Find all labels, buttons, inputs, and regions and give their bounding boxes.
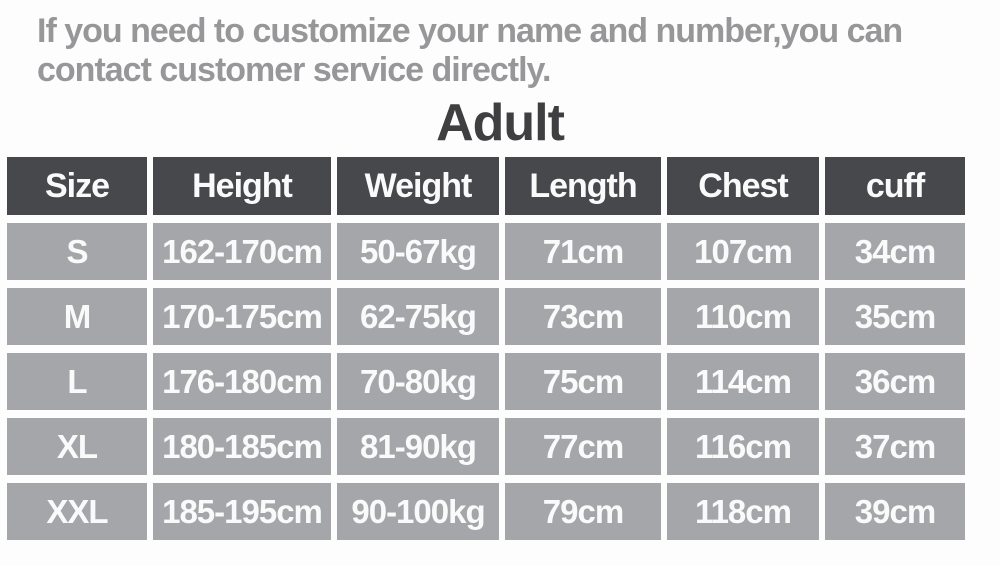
value-cell: 107cm <box>667 223 819 280</box>
value-cell: 73cm <box>505 288 661 345</box>
value-cell: 37cm <box>825 418 965 475</box>
value-cell: 71cm <box>505 223 661 280</box>
value-cell: 185-195cm <box>153 483 331 540</box>
table-row-xl: XL 180-185cm 81-90kg 77cm 116cm 37cm <box>7 418 965 475</box>
value-cell: 36cm <box>825 353 965 410</box>
value-cell: 170-175cm <box>153 288 331 345</box>
size-chart-body: S 162-170cm 50-67kg 71cm 107cm 34cm M 170-175cm… <box>7 223 965 540</box>
value-cell: 110cm <box>667 288 819 345</box>
value-cell: 34cm <box>825 223 965 280</box>
customize-note: If you need to customize your name and n… <box>37 12 903 90</box>
customize-note-line-1: If you need to customize your name and n… <box>37 12 903 50</box>
size-cell: L <box>7 353 147 410</box>
value-cell: 81-90kg <box>337 418 499 475</box>
value-cell: 50-67kg <box>337 223 499 280</box>
table-row-l: L 176-180cm 70-80kg 75cm 114cm 36cm <box>7 353 965 410</box>
adult-size-chart-table: Size Height Weight Length Chest cuff S 162-170… <box>1 149 971 548</box>
value-cell: 176-180cm <box>153 353 331 410</box>
customize-note-line-2: contact customer service directly. <box>37 51 551 89</box>
size-cell: S <box>7 223 147 280</box>
table-row-m: M 170-175cm 62-75kg 73cm 110cm 35cm <box>7 288 965 345</box>
size-cell: M <box>7 288 147 345</box>
column-header-length: Length <box>505 157 661 215</box>
table-row-xxl: XXL 185-195cm 90-100kg 79cm 118cm 39cm <box>7 483 965 540</box>
value-cell: 90-100kg <box>337 483 499 540</box>
value-cell: 118cm <box>667 483 819 540</box>
column-header-height: Height <box>153 157 331 215</box>
column-header-weight: Weight <box>337 157 499 215</box>
size-cell: XL <box>7 418 147 475</box>
value-cell: 162-170cm <box>153 223 331 280</box>
value-cell: 35cm <box>825 288 965 345</box>
value-cell: 116cm <box>667 418 819 475</box>
column-header-cuff: cuff <box>825 157 965 215</box>
value-cell: 77cm <box>505 418 661 475</box>
value-cell: 180-185cm <box>153 418 331 475</box>
size-cell: XXL <box>7 483 147 540</box>
value-cell: 70-80kg <box>337 353 499 410</box>
column-header-chest: Chest <box>667 157 819 215</box>
value-cell: 62-75kg <box>337 288 499 345</box>
size-chart-title: Adult <box>436 94 565 152</box>
table-row-s: S 162-170cm 50-67kg 71cm 107cm 34cm <box>7 223 965 280</box>
value-cell: 79cm <box>505 483 661 540</box>
value-cell: 114cm <box>667 353 819 410</box>
column-header-size: Size <box>7 157 147 215</box>
size-chart-header-row: Size Height Weight Length Chest cuff <box>7 157 965 215</box>
value-cell: 75cm <box>505 353 661 410</box>
value-cell: 39cm <box>825 483 965 540</box>
